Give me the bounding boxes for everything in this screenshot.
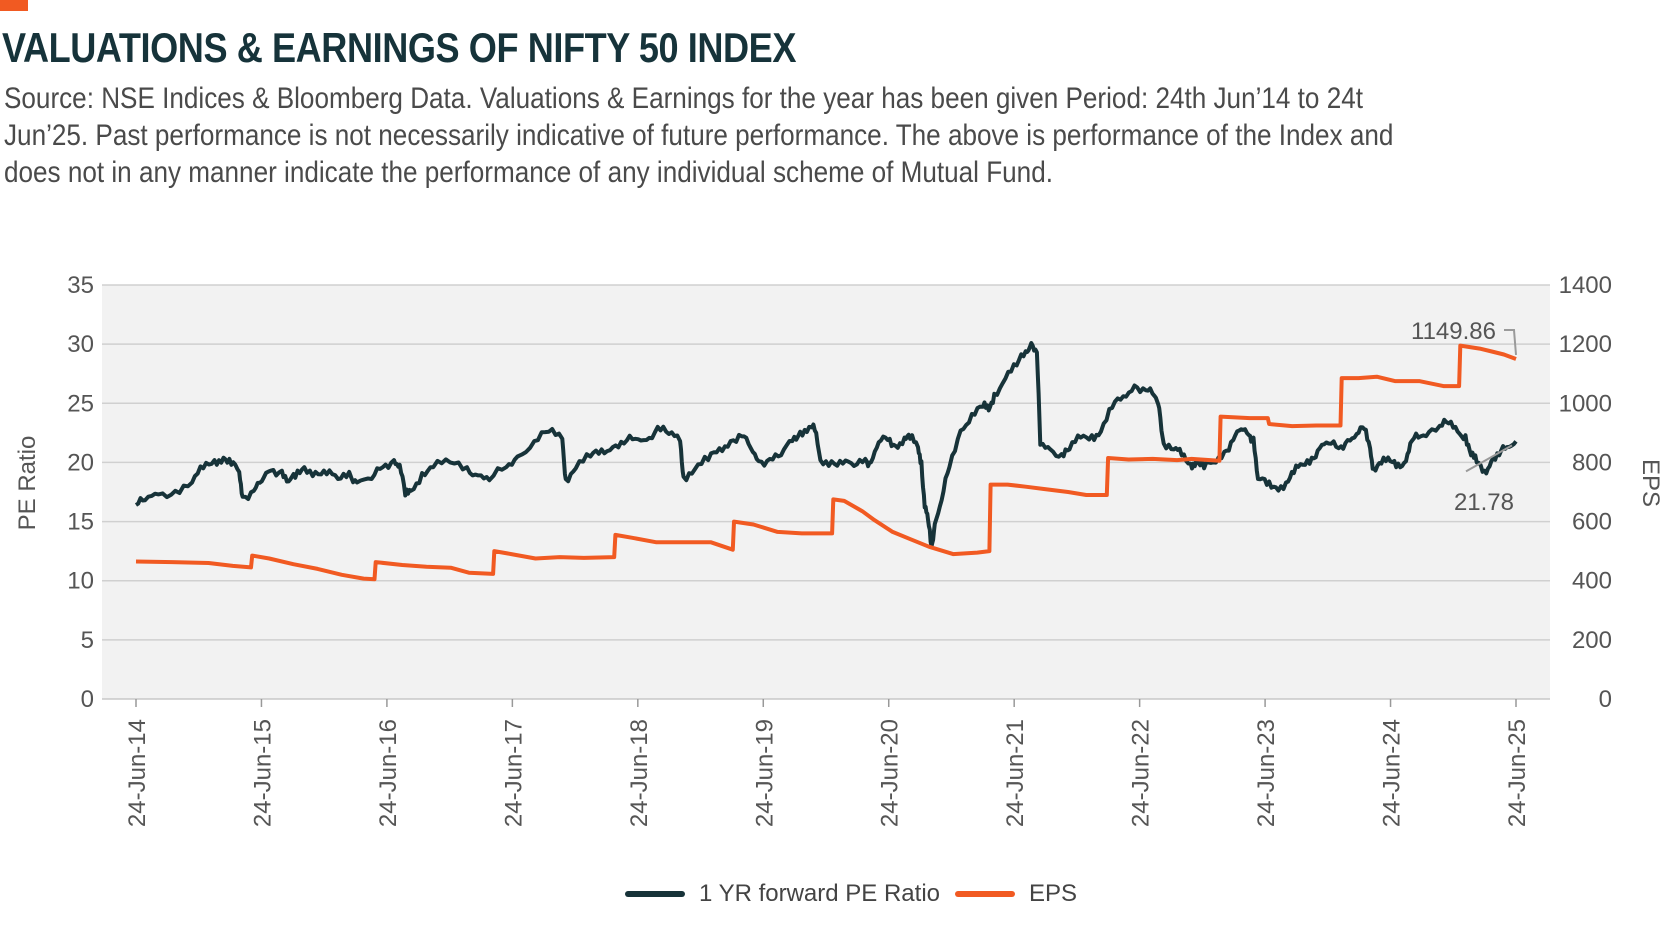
annotation-eps-value: 1149.86 bbox=[1411, 318, 1496, 345]
x-tick-label: 24-Jun-24 bbox=[1379, 719, 1406, 827]
annotation-pe-value: 21.78 bbox=[1454, 489, 1514, 516]
callout-pe bbox=[1465, 444, 1513, 473]
series-line-pe bbox=[134, 341, 1518, 549]
y-right-tick-label: 1200 bbox=[1559, 331, 1612, 358]
legend-swatch-pe bbox=[625, 891, 685, 897]
source-note: Source: NSE Indices & Bloomberg Data. Va… bbox=[4, 82, 1394, 189]
x-tick-label: 24-Jun-25 bbox=[1504, 719, 1531, 827]
y-left-tick-label: 5 bbox=[81, 627, 94, 654]
legend-swatch-eps bbox=[955, 891, 1015, 897]
y-left-tick-label: 35 bbox=[67, 272, 94, 299]
x-tick-label: 24-Jun-23 bbox=[1253, 719, 1280, 827]
series-line-eps bbox=[135, 343, 1517, 582]
y-right-tick-label: 1000 bbox=[1559, 390, 1612, 417]
plot-area bbox=[102, 285, 1550, 699]
y-axis-right-label: EPS bbox=[1637, 459, 1664, 507]
y-left-tick-label: 30 bbox=[67, 331, 94, 358]
legend-item-pe: 1 YR forward PE Ratio bbox=[625, 880, 940, 908]
x-tick-label: 24-Jun-18 bbox=[626, 719, 653, 827]
y-left-tick-label: 25 bbox=[67, 390, 94, 417]
y-right-tick-label: 800 bbox=[1572, 449, 1612, 476]
x-tick-label: 24-Jun-17 bbox=[500, 719, 527, 827]
x-axis: 24-Jun-14 24-Jun-15 24-Jun-16 24-Jun-17 24-J… bbox=[124, 699, 1531, 827]
x-tick-label: 24-Jun-21 bbox=[1002, 719, 1029, 827]
x-tick-label: 24-Jun-15 bbox=[249, 719, 276, 827]
y-left-tick-label: 20 bbox=[67, 449, 94, 476]
callout-eps bbox=[1504, 329, 1517, 356]
x-tick-label: 24-Jun-22 bbox=[1128, 719, 1155, 827]
y-left-tick-label: 0 bbox=[81, 686, 94, 713]
legend-label-eps: EPS bbox=[1029, 880, 1078, 907]
y-right-tick-label: 1400 bbox=[1559, 272, 1612, 299]
legend-item-eps: EPS bbox=[955, 880, 1077, 908]
series-layer bbox=[134, 341, 1518, 582]
x-tick-label: 24-Jun-14 bbox=[124, 719, 151, 827]
y-right-tick-label: 0 bbox=[1599, 686, 1612, 713]
chart: 24-Jun-14 24-Jun-15 24-Jun-16 24-Jun-17 24-J… bbox=[14, 272, 1664, 827]
page-title: VALUATIONS & EARNINGS OF NIFTY 50 INDEX bbox=[2, 24, 797, 71]
y-right-tick-label: 600 bbox=[1572, 509, 1612, 536]
x-tick-label: 24-Jun-19 bbox=[751, 719, 778, 827]
legend-label-pe: 1 YR forward PE Ratio bbox=[699, 880, 940, 907]
accent-bar bbox=[0, 0, 28, 11]
y-left-tick-label: 10 bbox=[67, 568, 94, 595]
x-tick-label: 24-Jun-16 bbox=[375, 719, 402, 827]
y-right-tick-label: 400 bbox=[1572, 568, 1612, 595]
y-right-tick-label: 200 bbox=[1572, 627, 1612, 654]
gridlines bbox=[102, 284, 1550, 700]
y-axis-left-label: PE Ratio bbox=[14, 436, 41, 531]
legend: 1 YR forward PE Ratio EPS bbox=[0, 880, 1667, 920]
y-axis-left: 0 5 10 15 20 25 30 35 bbox=[67, 272, 94, 713]
y-left-tick-label: 15 bbox=[67, 509, 94, 536]
annotations: 1149.86 21.78 bbox=[1411, 318, 1517, 516]
y-axis-right: 0 200 400 600 800 1000 1200 1400 bbox=[1559, 272, 1612, 713]
x-tick-label: 24-Jun-20 bbox=[877, 719, 904, 827]
